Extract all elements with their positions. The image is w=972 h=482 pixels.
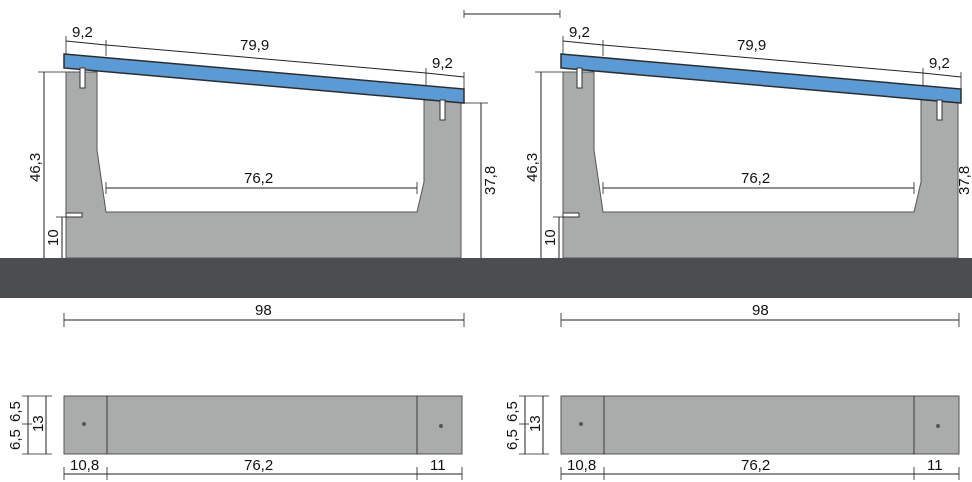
- dim-height-right: 37,8: [482, 166, 499, 195]
- dim-plan-w-mid: 76,2: [244, 457, 273, 474]
- plan-anchor-hole-right: [439, 424, 443, 428]
- dim-plan-h1: 6,5: [7, 429, 24, 450]
- dim-plan-height: 13: [527, 415, 544, 432]
- dim-panel-length: 79,9: [737, 37, 766, 54]
- panel-clamp-left: [79, 67, 86, 89]
- dim-height-left: 46,3: [27, 153, 44, 182]
- plan-anchor-hole-left: [82, 422, 86, 426]
- dim-plan-w-right: 11: [430, 457, 446, 474]
- plan-block: [560, 395, 960, 455]
- left-plan-view: 10,8 76,2 11 6,5 6,5 13: [7, 395, 463, 480]
- dim-panel-edge-right: 9,2: [432, 55, 453, 72]
- dim-plan-w-right: 11: [927, 457, 943, 474]
- anchor-bolt: [65, 212, 83, 218]
- right-plan-view: 10,8 76,2 11 6,5 6,5 13: [504, 395, 960, 480]
- solar-panel: [560, 53, 962, 104]
- dim-base-height: 10: [542, 229, 559, 246]
- dim-plan-w-left: 10,8: [70, 457, 99, 474]
- plan-block: [63, 395, 463, 455]
- dim-plan-h2: 6,5: [7, 401, 24, 422]
- dim-height-left: 46,3: [524, 153, 541, 182]
- dim-total-width: 98: [255, 302, 272, 319]
- dim-panel-edge-left: 9,2: [72, 24, 93, 41]
- plan-anchor-hole-right: [936, 424, 940, 428]
- dim-panel-edge-right: 9,2: [929, 55, 950, 72]
- dim-base-height: 10: [45, 229, 62, 246]
- dim-plan-w-left: 10,8: [567, 457, 596, 474]
- concrete-ballast-block: [65, 71, 462, 259]
- dim-panel-edge-left: 9,2: [569, 24, 590, 41]
- solar-panel: [63, 53, 465, 104]
- dim-height-right: 37,8: [956, 166, 972, 195]
- dim-panel-length: 79,9: [240, 37, 269, 54]
- panel-clamp-right: [936, 99, 943, 121]
- dim-total-width: 98: [752, 302, 769, 319]
- dim-plan-h2: 6,5: [504, 401, 521, 422]
- plan-anchor-hole-left: [579, 422, 583, 426]
- ground-strip: [0, 258, 972, 298]
- left-elevation: 9,2 79,9 9,2 46,3 10 37,8 76,2 98: [27, 24, 499, 327]
- dim-inner-width: 76,2: [244, 170, 273, 187]
- panel-clamp-right: [439, 99, 446, 121]
- panel-clamp-left: [576, 67, 583, 89]
- dim-plan-height: 13: [30, 415, 47, 432]
- concrete-ballast-block: [562, 71, 959, 259]
- dim-inner-width: 76,2: [741, 170, 770, 187]
- anchor-bolt: [562, 212, 580, 218]
- dim-plan-w-mid: 76,2: [741, 457, 770, 474]
- right-elevation: 9,2 79,9 9,2 46,3 10 37,8 76,2 98: [524, 24, 972, 327]
- dim-plan-h1: 6,5: [504, 429, 521, 450]
